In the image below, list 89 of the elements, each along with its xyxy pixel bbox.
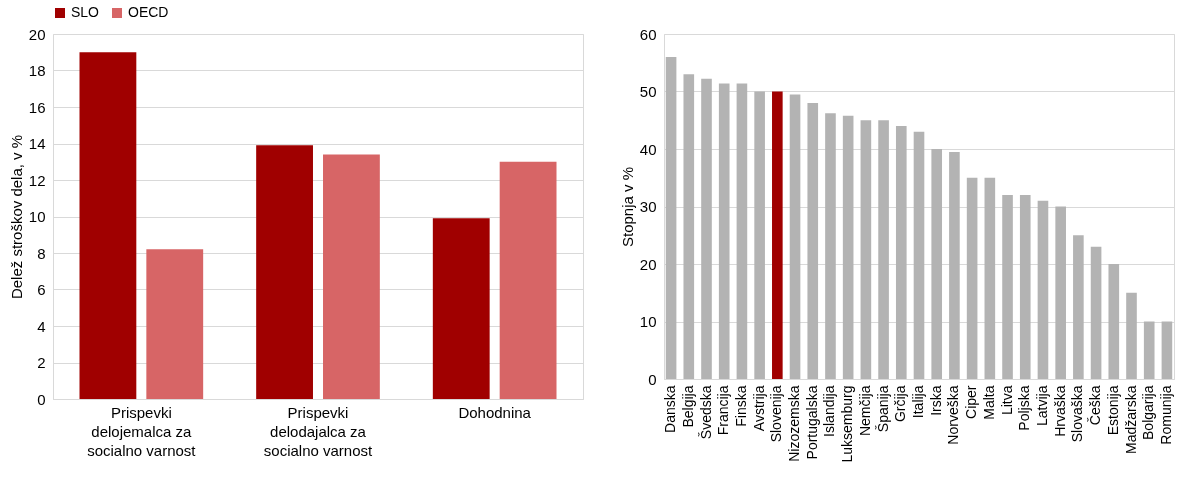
x-tick-label: Islandija (821, 385, 838, 437)
x-tick-label: Grčija (892, 385, 909, 423)
x-tick-label: Belgija (679, 385, 696, 428)
bar (146, 249, 204, 399)
x-tick-label: Luksemburg (839, 385, 856, 463)
y-axis-title: Stopnja v % (618, 166, 636, 248)
bar (79, 52, 137, 399)
bar (718, 83, 730, 379)
x-tick-label: Prispevki delodajalca za socialno varnost (263, 403, 374, 459)
bar (878, 120, 889, 379)
bar (789, 94, 801, 379)
x-tick-label: Hrvaška (1051, 385, 1068, 437)
bar (1126, 292, 1137, 379)
x-tick-label: Estonija (1104, 385, 1121, 436)
x-tick-label: Malta (980, 385, 997, 420)
bar (772, 91, 783, 379)
x-tick-label: Češka (1087, 385, 1104, 426)
x-tick-label: Bolgarija (1140, 385, 1157, 440)
bar (966, 177, 978, 379)
bar (1090, 246, 1102, 379)
y-tick-label: 8 (37, 244, 46, 262)
bar (984, 177, 996, 379)
y-tick-label: 16 (28, 98, 46, 116)
y-tick-label: 50 (639, 83, 657, 100)
y-tick-label: 4 (37, 317, 46, 335)
y-tick-label: 20 (28, 25, 46, 43)
bar (665, 57, 677, 379)
y-tick-label: 30 (639, 198, 657, 215)
bar (683, 74, 695, 379)
y-axis-title: Delež stroškov dela, v % (7, 134, 25, 300)
x-tick-label: Nizozemska (786, 385, 803, 462)
x-tick-label: Norveška (945, 385, 962, 445)
x-tick-label: Poljska (1016, 385, 1033, 431)
bar (1143, 321, 1155, 379)
y-tick-label: 2 (37, 354, 46, 371)
bar (1161, 321, 1173, 379)
x-tick-label: Nemčija (856, 385, 873, 437)
bar (323, 154, 380, 399)
x-tick-label: Slovenija (768, 385, 785, 443)
y-tick-label: 10 (639, 313, 657, 330)
bar (432, 218, 490, 399)
x-tick-label: Slovaška (1069, 385, 1086, 443)
bar (807, 103, 819, 379)
y-tick-label: 0 (648, 370, 657, 388)
x-tick-label: Danska (662, 385, 679, 433)
y-tick-label: 40 (639, 140, 657, 158)
y-tick-label: 14 (28, 135, 46, 152)
legend-label: OECD (128, 4, 169, 20)
y-tick-label: 60 (639, 25, 657, 43)
bar (895, 126, 907, 379)
bar (1037, 200, 1049, 379)
bar (1019, 195, 1031, 379)
x-tick-label: Latvija (1033, 385, 1050, 426)
bar (949, 151, 960, 379)
x-tick-label: Litva (998, 385, 1015, 416)
x-tick-label: Madžarska (1122, 385, 1139, 454)
bar (499, 161, 557, 399)
bar (1002, 195, 1013, 379)
bar (825, 113, 836, 379)
legend-label: SLO (71, 4, 100, 20)
bar (754, 91, 765, 379)
y-tick-label: 10 (28, 208, 46, 225)
y-tick-label: 20 (639, 255, 657, 273)
bar (931, 149, 943, 379)
bar (842, 115, 854, 379)
x-tick-label: Ciper (963, 385, 980, 419)
x-tick-label: Dohodnina (458, 403, 532, 421)
x-tick-label: Švedska (697, 385, 714, 440)
y-tick-label: 6 (37, 281, 46, 298)
bar (860, 120, 872, 379)
x-tick-label: Francija (715, 385, 732, 436)
y-tick-label: 18 (28, 62, 46, 79)
x-tick-label: Romunija (1157, 385, 1174, 445)
bar (256, 145, 313, 399)
bar (701, 78, 712, 379)
x-tick-label: Finska (732, 385, 749, 427)
x-tick-label: Italija (910, 385, 926, 419)
y-tick-label: 12 (28, 171, 46, 189)
bar (1073, 235, 1084, 379)
x-tick-label: Irska (927, 385, 944, 416)
x-tick-label: Prispevki delojemalca za socialno varnost (87, 403, 197, 459)
x-tick-label: Avstrija (750, 385, 767, 432)
bar (913, 131, 925, 379)
x-tick-label: Portugalska (803, 385, 820, 460)
bar (1108, 264, 1120, 379)
x-tick-label: Španija (874, 385, 891, 433)
y-tick-label: 0 (37, 390, 46, 408)
bar (1055, 206, 1066, 379)
bar (736, 83, 748, 379)
